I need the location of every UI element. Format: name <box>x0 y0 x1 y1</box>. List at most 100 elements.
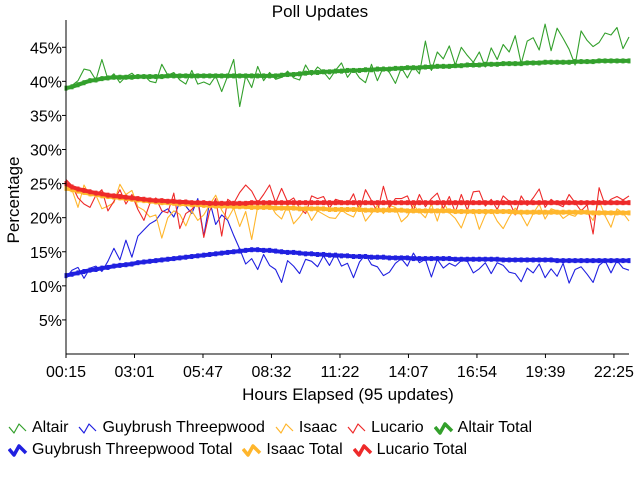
series-point <box>334 68 338 74</box>
series-point <box>549 59 553 65</box>
legend-label: Lucario Total <box>376 441 468 458</box>
series-point <box>88 189 92 195</box>
series-point <box>82 187 86 193</box>
series-point <box>489 200 493 206</box>
series-point <box>268 200 272 206</box>
series-point <box>495 209 499 215</box>
series-point <box>477 62 481 68</box>
series-point <box>399 207 403 213</box>
series-point <box>298 250 302 256</box>
series-point <box>166 198 170 204</box>
x-tick-label: 11:22 <box>321 364 360 381</box>
series-point <box>435 208 439 214</box>
series-point <box>435 256 439 262</box>
series-point <box>375 66 379 72</box>
legend-item: Altair <box>8 419 68 437</box>
series-point <box>196 200 200 206</box>
series-point <box>585 258 589 264</box>
series-point <box>70 184 74 190</box>
series-point <box>310 200 314 206</box>
series-point <box>615 258 619 264</box>
series-point <box>214 200 218 206</box>
series-point <box>525 60 529 66</box>
x-tick-label: 08:32 <box>251 364 291 381</box>
series-point <box>471 209 475 215</box>
series-point <box>591 200 595 206</box>
series-point <box>483 209 487 215</box>
series-point <box>262 247 266 253</box>
series-point <box>100 76 104 82</box>
series-point <box>471 62 475 68</box>
y-axis-label: Percentage <box>4 157 23 244</box>
series-point <box>112 193 116 199</box>
series-point <box>519 209 523 215</box>
series-point <box>603 58 607 64</box>
series-point <box>214 73 218 79</box>
series-point <box>322 200 326 206</box>
series-point <box>369 67 373 73</box>
series-point <box>256 247 260 253</box>
legend-label: Altair <box>32 419 69 436</box>
series-point <box>615 210 619 216</box>
series-point <box>423 256 427 262</box>
series-point <box>202 202 206 208</box>
series-point <box>429 200 433 206</box>
series-point <box>429 64 433 70</box>
series-point <box>495 200 499 206</box>
series-point <box>274 205 278 211</box>
series-point <box>405 200 409 206</box>
series-point <box>465 256 469 262</box>
series-point <box>310 206 314 212</box>
series-point <box>375 207 379 213</box>
series-point <box>513 209 517 215</box>
series-point <box>447 200 451 206</box>
series-point <box>280 205 284 211</box>
series-point <box>561 209 565 215</box>
series-point <box>106 192 110 198</box>
series-point <box>310 251 314 257</box>
series-point <box>304 206 308 212</box>
series-point <box>112 74 116 80</box>
legend-swatch <box>433 422 453 435</box>
series-point <box>381 207 385 213</box>
series-point <box>351 200 355 206</box>
series-point <box>477 209 481 215</box>
series-point <box>316 251 320 257</box>
legend-item: Guybrush Threepwood <box>78 419 265 437</box>
series-point <box>453 200 457 206</box>
series-point <box>555 258 559 264</box>
series-point <box>555 200 559 206</box>
series-point <box>160 198 164 204</box>
legend-item: Lucario <box>347 419 424 437</box>
series-point <box>286 205 290 211</box>
series-point <box>214 203 218 209</box>
series-point <box>483 61 487 67</box>
series-point <box>238 73 242 79</box>
chart-title: Poll Updates <box>271 2 369 21</box>
series-point <box>597 258 601 264</box>
series-point <box>340 200 344 206</box>
series-point <box>208 200 212 206</box>
x-tick-label: 03:01 <box>114 364 154 381</box>
series-point <box>441 63 445 69</box>
series-point <box>244 247 248 253</box>
series-point <box>393 200 397 206</box>
series-point <box>357 200 361 206</box>
series-point <box>543 209 547 215</box>
series-point <box>453 209 457 215</box>
legend-item: Altair Total <box>433 419 532 437</box>
series-point <box>393 65 397 71</box>
series-point <box>591 258 595 264</box>
series-point <box>178 199 182 205</box>
series-point <box>447 256 451 262</box>
series-point <box>603 200 607 206</box>
legend-item: Lucario Total <box>352 441 468 459</box>
series-point <box>250 73 254 79</box>
series-point <box>316 206 320 212</box>
series-point <box>489 61 493 67</box>
series-point <box>190 200 194 206</box>
series-point <box>417 65 421 71</box>
series-point <box>76 270 80 276</box>
series-point <box>274 200 278 206</box>
series-point <box>417 208 421 214</box>
